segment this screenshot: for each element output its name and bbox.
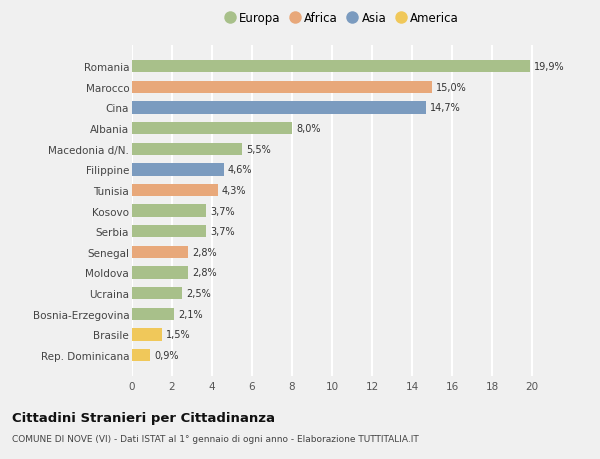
- Text: 2,5%: 2,5%: [186, 288, 211, 298]
- Bar: [132, 287, 182, 300]
- Text: 1,5%: 1,5%: [166, 330, 191, 340]
- Bar: [132, 205, 206, 217]
- Text: 4,6%: 4,6%: [228, 165, 253, 175]
- Text: COMUNE DI NOVE (VI) - Dati ISTAT al 1° gennaio di ogni anno - Elaborazione TUTTI: COMUNE DI NOVE (VI) - Dati ISTAT al 1° g…: [12, 434, 419, 443]
- Text: 2,8%: 2,8%: [192, 268, 217, 278]
- Bar: [132, 123, 292, 135]
- Text: 3,7%: 3,7%: [210, 227, 235, 237]
- Bar: [132, 225, 206, 238]
- Bar: [132, 267, 188, 279]
- Text: 2,1%: 2,1%: [178, 309, 203, 319]
- Bar: [132, 308, 174, 320]
- Text: 3,7%: 3,7%: [210, 206, 235, 216]
- Text: 14,7%: 14,7%: [430, 103, 461, 113]
- Text: 2,8%: 2,8%: [192, 247, 217, 257]
- Bar: [132, 329, 162, 341]
- Text: 15,0%: 15,0%: [436, 83, 467, 93]
- Legend: Europa, Africa, Asia, America: Europa, Africa, Asia, America: [221, 9, 463, 29]
- Text: 4,3%: 4,3%: [222, 185, 247, 196]
- Bar: [132, 61, 530, 73]
- Text: 8,0%: 8,0%: [296, 124, 320, 134]
- Bar: [132, 102, 426, 114]
- Text: 19,9%: 19,9%: [534, 62, 565, 72]
- Bar: [132, 185, 218, 197]
- Bar: [132, 246, 188, 258]
- Text: 0,9%: 0,9%: [154, 350, 179, 360]
- Bar: [132, 82, 432, 94]
- Text: 5,5%: 5,5%: [246, 145, 271, 154]
- Bar: [132, 164, 224, 176]
- Text: Cittadini Stranieri per Cittadinanza: Cittadini Stranieri per Cittadinanza: [12, 411, 275, 424]
- Bar: [132, 143, 242, 156]
- Bar: [132, 349, 150, 361]
